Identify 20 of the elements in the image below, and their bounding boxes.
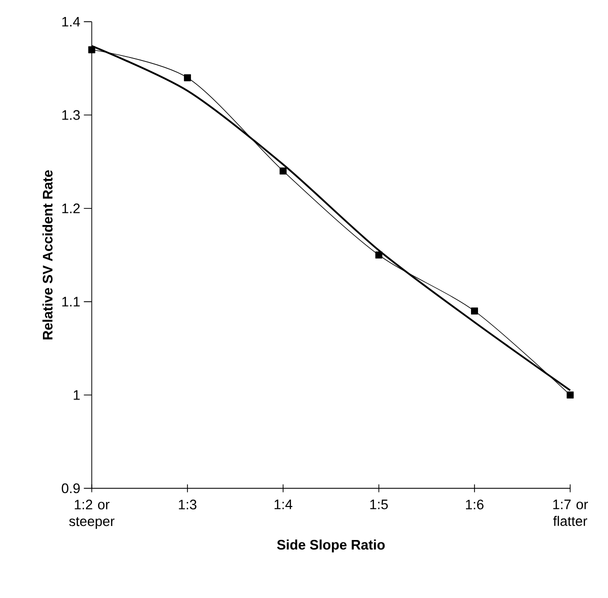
x-tick-label: 1:4 <box>274 500 292 510</box>
x-tick-label: 1:7 or flatter <box>553 500 588 526</box>
point <box>566 392 574 399</box>
x-axis-title: Side Slope Ratio <box>277 540 385 552</box>
y-tick-label: 1 <box>74 390 80 400</box>
y-tick-label: 1.4 <box>62 17 80 27</box>
point <box>88 46 96 54</box>
x-tick-label: 1:3 <box>178 500 196 510</box>
y-tick-label: 0.9 <box>62 484 80 494</box>
x-tick-label: 1:2 or steeper <box>69 500 114 529</box>
point <box>280 168 287 175</box>
point <box>471 308 478 315</box>
y-tick-label: 1.1 <box>62 297 80 306</box>
y-tick-label: 1.2 <box>62 204 80 214</box>
y-tick-label: 1.3 <box>62 110 80 120</box>
x-tick-label: 1:5 <box>370 500 388 510</box>
point <box>375 252 382 259</box>
point <box>184 74 191 82</box>
y-axis-title: Relative SV Accident Rate <box>42 170 53 340</box>
x-tick-label: 1:6 <box>466 500 484 510</box>
